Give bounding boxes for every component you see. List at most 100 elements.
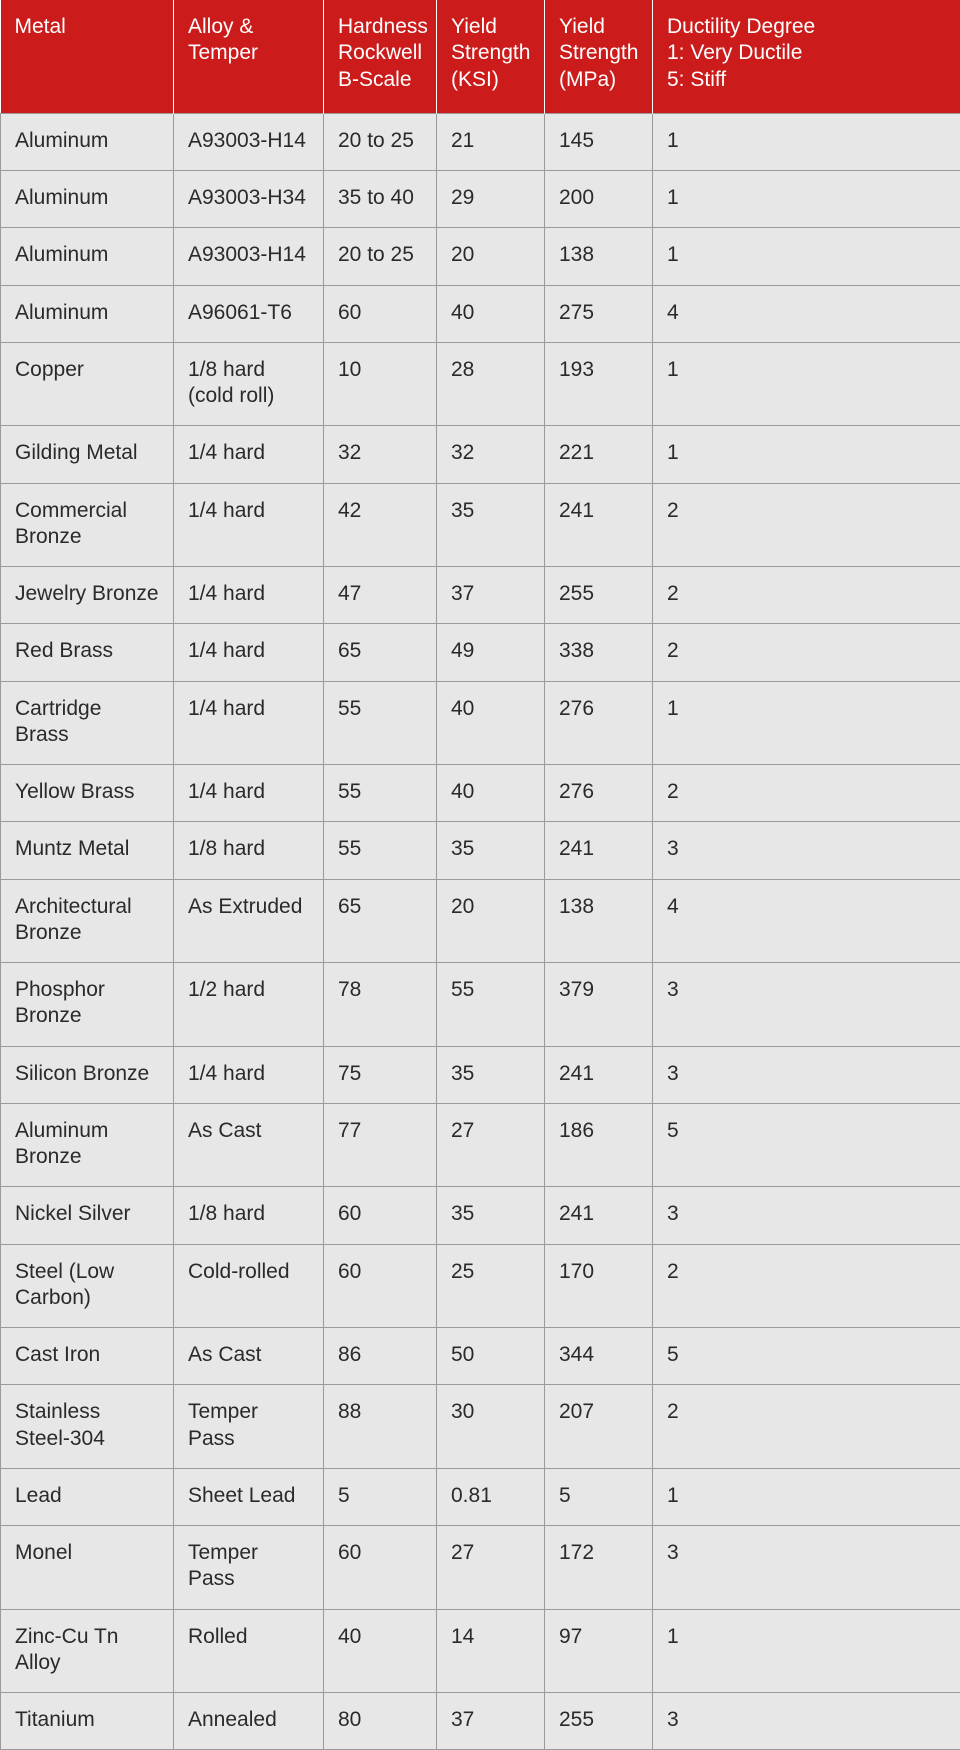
table-row: Silicon Bronze1/4 hard75352413 xyxy=(1,1046,960,1103)
table-cell: 138 xyxy=(545,228,653,285)
table-cell: As Cast xyxy=(174,1103,324,1187)
table-row: Cartridge Brass1/4 hard55402761 xyxy=(1,681,960,765)
table-cell: Yellow Brass xyxy=(1,765,174,822)
page: Metal Alloy & Temper Hardness Rockwell B… xyxy=(0,0,960,1750)
table-cell: 21 xyxy=(437,113,545,170)
table-cell: 1/8 hard xyxy=(174,822,324,879)
table-cell: 1 xyxy=(653,681,960,765)
table-cell: Aluminum Bronze xyxy=(1,1103,174,1187)
table-cell: 0.81 xyxy=(437,1468,545,1525)
table-cell: 138 xyxy=(545,879,653,963)
table-row: Gilding Metal1/4 hard32322211 xyxy=(1,426,960,483)
table-cell: 3 xyxy=(653,1693,960,1750)
table-row: Commercial Bronze1/4 hard42352412 xyxy=(1,483,960,567)
table-row: Jewelry Bronze1/4 hard47372552 xyxy=(1,567,960,624)
table-row: TitaniumAnnealed80372553 xyxy=(1,1693,960,1750)
table-cell: 241 xyxy=(545,1187,653,1244)
table-cell: 193 xyxy=(545,342,653,426)
table-cell: 5 xyxy=(653,1328,960,1385)
col-header-yield-ksi: Yield Strength (KSI) xyxy=(437,0,545,113)
table-cell: 78 xyxy=(324,963,437,1047)
table-cell: Annealed xyxy=(174,1693,324,1750)
table-cell: 37 xyxy=(437,1693,545,1750)
table-cell: Monel xyxy=(1,1526,174,1610)
table-cell: 4 xyxy=(653,285,960,342)
table-cell: Cast Iron xyxy=(1,1328,174,1385)
table-cell: Architectural Bronze xyxy=(1,879,174,963)
table-cell: 88 xyxy=(324,1385,437,1469)
table-cell: 60 xyxy=(324,1526,437,1610)
table-cell: 1/4 hard xyxy=(174,567,324,624)
table-cell: 40 xyxy=(437,285,545,342)
table-cell: 1/2 hard xyxy=(174,963,324,1047)
table-cell: 55 xyxy=(437,963,545,1047)
table-cell: 35 xyxy=(437,1046,545,1103)
table-cell: 1 xyxy=(653,342,960,426)
table-cell: As Cast xyxy=(174,1328,324,1385)
table-cell: 2 xyxy=(653,567,960,624)
table-cell: 60 xyxy=(324,1244,437,1328)
table-cell: Cold-rolled xyxy=(174,1244,324,1328)
table-cell: 241 xyxy=(545,822,653,879)
table-cell: 1/4 hard xyxy=(174,1046,324,1103)
table-cell: 77 xyxy=(324,1103,437,1187)
table-cell: A93003-H14 xyxy=(174,228,324,285)
table-cell: Commercial Bronze xyxy=(1,483,174,567)
table-cell: 32 xyxy=(324,426,437,483)
table-cell: 5 xyxy=(653,1103,960,1187)
table-cell: Sheet Lead xyxy=(174,1468,324,1525)
table-cell: 1/4 hard xyxy=(174,483,324,567)
table-cell: 2 xyxy=(653,1244,960,1328)
table-cell: Phosphor Bronze xyxy=(1,963,174,1047)
table-cell: 145 xyxy=(545,113,653,170)
table-cell: 3 xyxy=(653,822,960,879)
table-cell: Muntz Metal xyxy=(1,822,174,879)
table-row: Muntz Metal1/8 hard55352413 xyxy=(1,822,960,879)
table-cell: 55 xyxy=(324,822,437,879)
table-cell: Stainless Steel-304 xyxy=(1,1385,174,1469)
table-cell: Cartridge Brass xyxy=(1,681,174,765)
table-cell: 1 xyxy=(653,228,960,285)
table-cell: Temper Pass xyxy=(174,1385,324,1469)
table-cell: 3 xyxy=(653,1187,960,1244)
table-cell: 35 xyxy=(437,483,545,567)
table-cell: 241 xyxy=(545,483,653,567)
table-cell: Aluminum xyxy=(1,285,174,342)
table-cell: Red Brass xyxy=(1,624,174,681)
table-cell: 1/4 hard xyxy=(174,624,324,681)
table-cell: 55 xyxy=(324,765,437,822)
table-cell: 40 xyxy=(324,1609,437,1693)
table-cell: 27 xyxy=(437,1526,545,1610)
table-cell: 5 xyxy=(324,1468,437,1525)
table-cell: 1 xyxy=(653,426,960,483)
table-cell: 2 xyxy=(653,624,960,681)
col-header-alloy-temper: Alloy & Temper xyxy=(174,0,324,113)
table-cell: 30 xyxy=(437,1385,545,1469)
col-header-hardness: Hardness Rockwell B-Scale xyxy=(324,0,437,113)
table-cell: 2 xyxy=(653,483,960,567)
table-cell: 49 xyxy=(437,624,545,681)
table-cell: 40 xyxy=(437,681,545,765)
table-cell: 27 xyxy=(437,1103,545,1187)
table-cell: 37 xyxy=(437,567,545,624)
table-cell: 29 xyxy=(437,171,545,228)
col-header-ductility: Ductility Degree1: Very Ductile5: Stiff xyxy=(653,0,960,113)
table-cell: Temper Pass xyxy=(174,1526,324,1610)
table-cell: 25 xyxy=(437,1244,545,1328)
table-cell: Gilding Metal xyxy=(1,426,174,483)
table-cell: Aluminum xyxy=(1,228,174,285)
table-cell: 10 xyxy=(324,342,437,426)
table-cell: 60 xyxy=(324,285,437,342)
table-cell: 20 xyxy=(437,879,545,963)
table-row: Nickel Silver1/8 hard60352413 xyxy=(1,1187,960,1244)
table-cell: A93003-H34 xyxy=(174,171,324,228)
table-cell: 35 xyxy=(437,1187,545,1244)
table-row: Phosphor Bronze1/2 hard78553793 xyxy=(1,963,960,1047)
table-body: AluminumA93003-H1420 to 25211451Aluminum… xyxy=(1,113,960,1750)
table-cell: 1/8 hard xyxy=(174,1187,324,1244)
table-row: Zinc-Cu Tn AlloyRolled4014971 xyxy=(1,1609,960,1693)
table-row: AluminumA93003-H1420 to 25201381 xyxy=(1,228,960,285)
table-cell: 379 xyxy=(545,963,653,1047)
table-cell: 50 xyxy=(437,1328,545,1385)
table-cell: Zinc-Cu Tn Alloy xyxy=(1,1609,174,1693)
